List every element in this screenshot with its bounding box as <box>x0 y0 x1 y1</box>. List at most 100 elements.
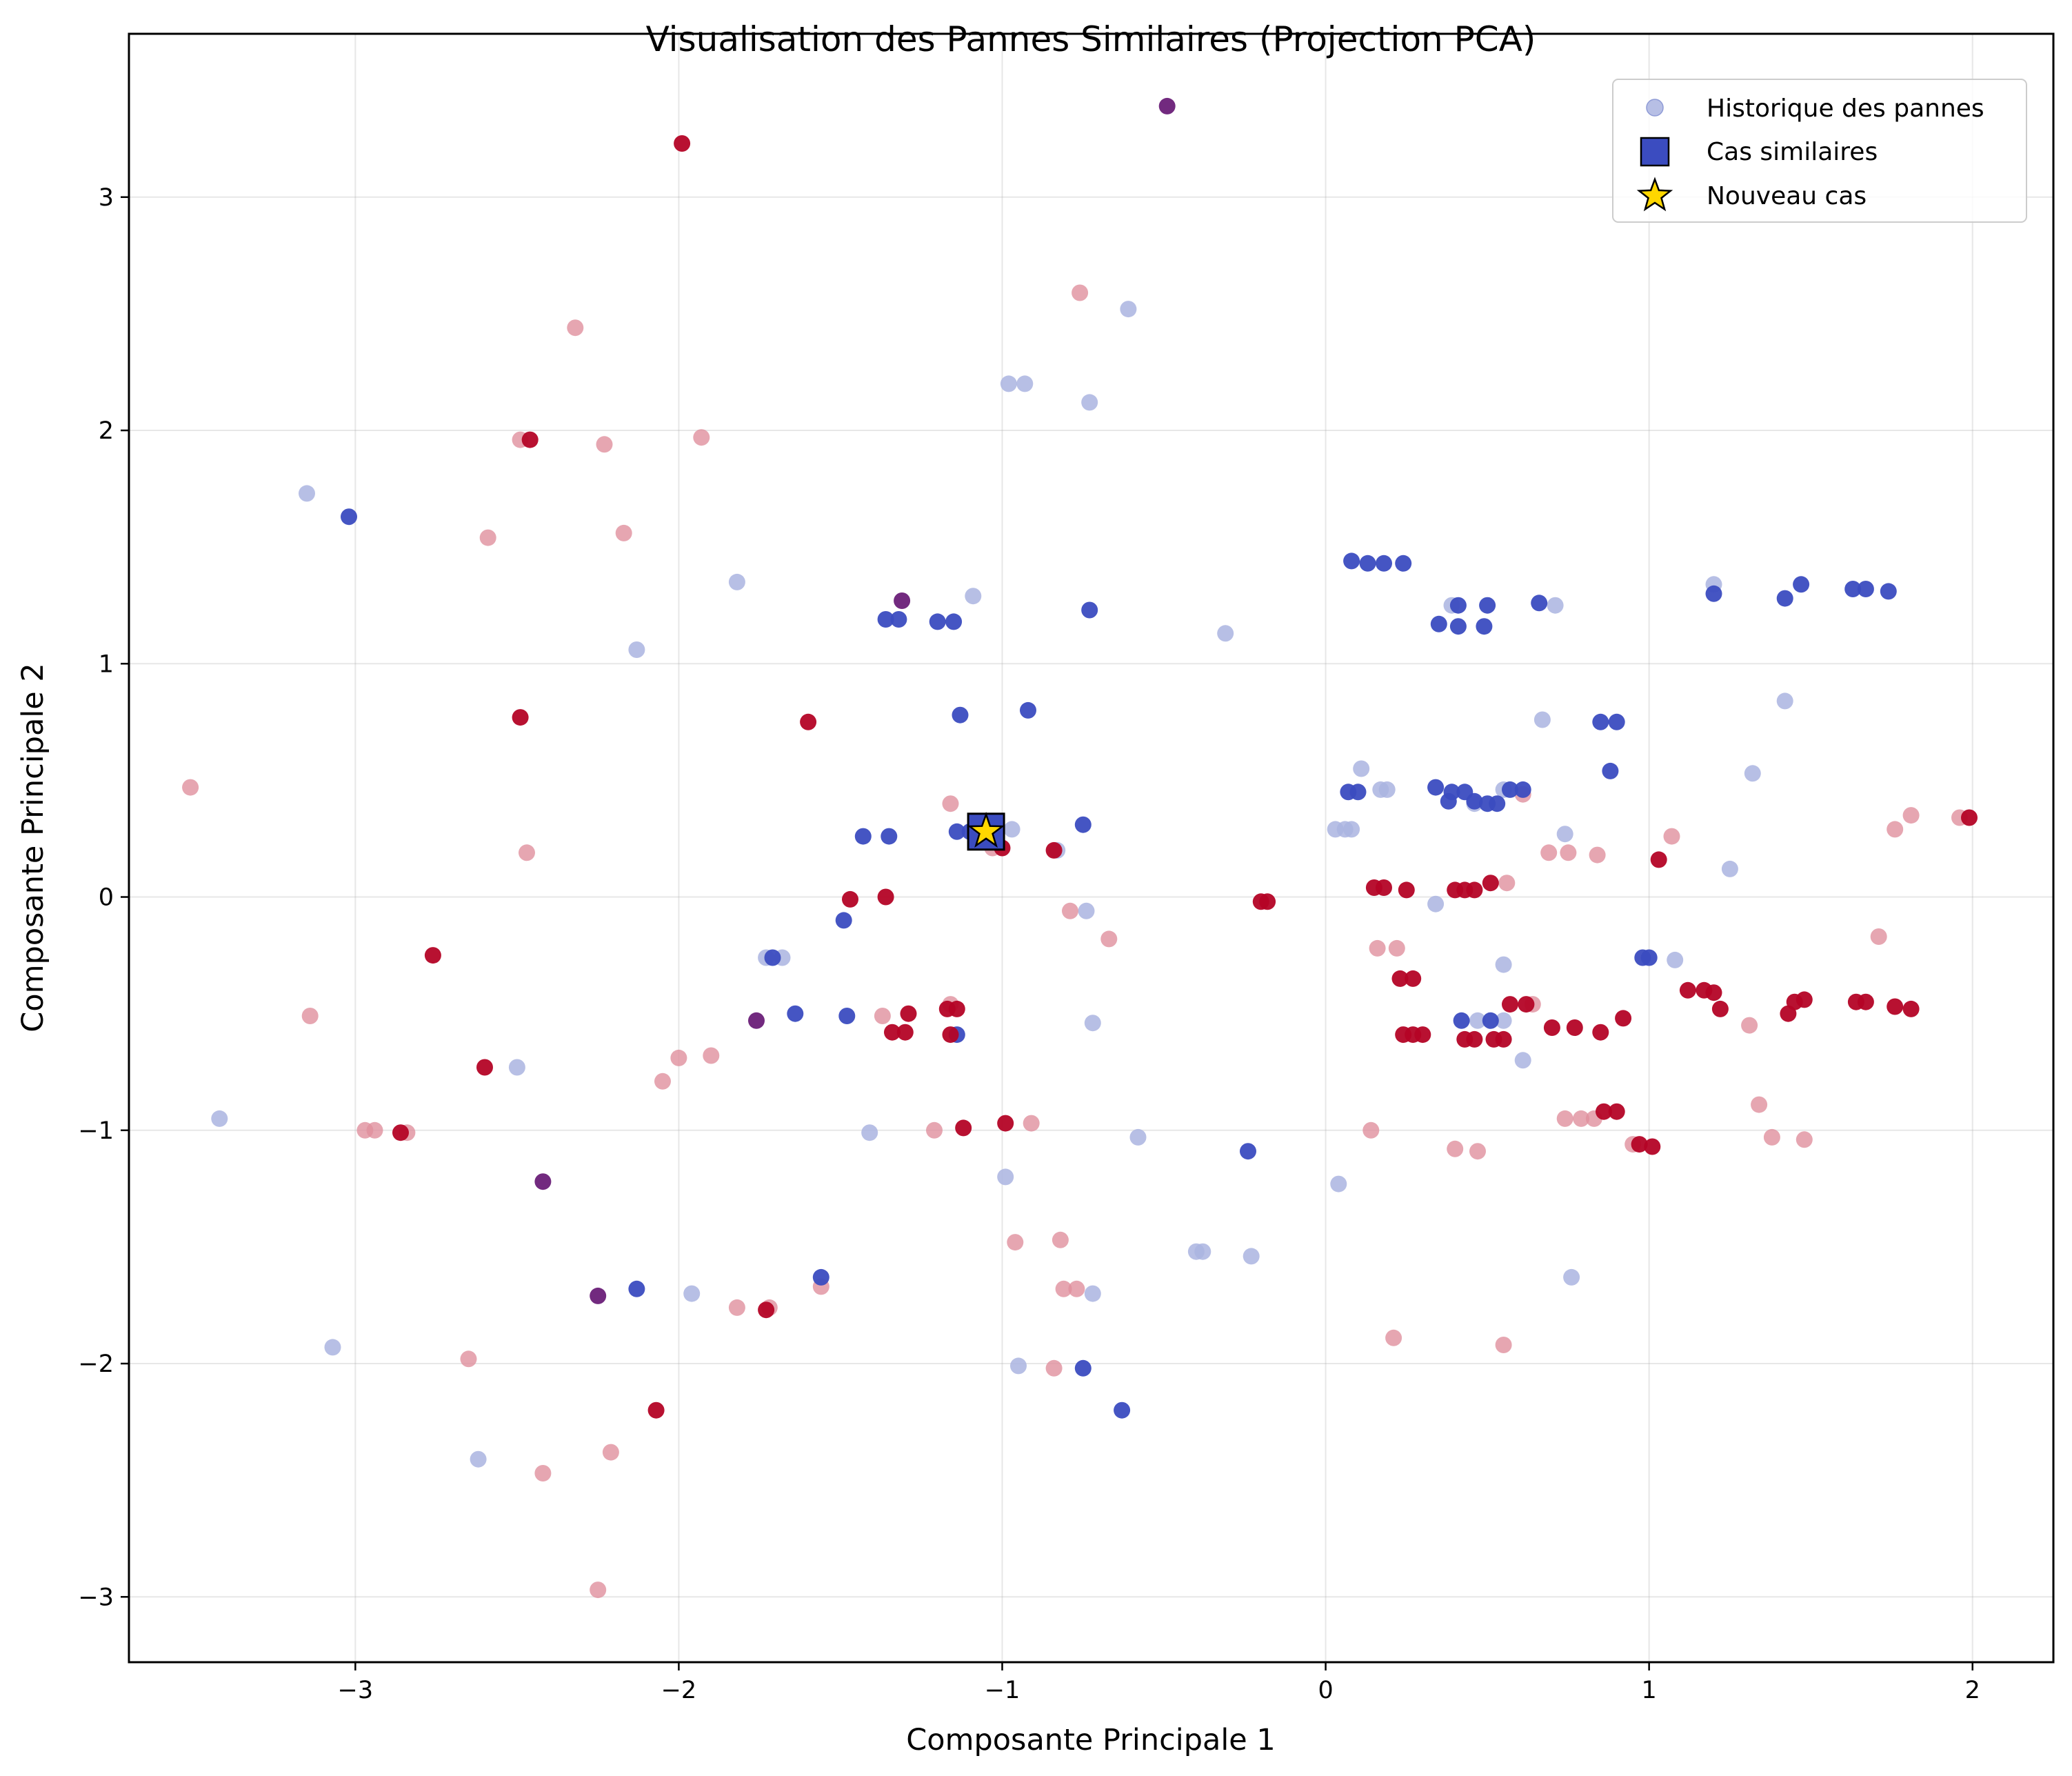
data-point <box>728 1299 745 1316</box>
x-tick-label: 0 <box>1318 1677 1333 1704</box>
data-point <box>861 1124 878 1141</box>
data-point <box>615 524 632 541</box>
data-point <box>1449 597 1467 614</box>
data-point <box>479 529 496 546</box>
data-point <box>1495 1337 1512 1353</box>
x-axis-label: Composante Principale 1 <box>906 1723 1276 1757</box>
data-point <box>299 485 315 502</box>
data-point <box>881 828 898 845</box>
data-point <box>948 823 965 840</box>
data-point <box>1023 1115 1040 1132</box>
data-point <box>1495 1012 1512 1029</box>
data-point <box>900 1005 917 1022</box>
legend-label-similar: Cas similaires <box>1707 138 1878 166</box>
data-point <box>508 1059 525 1076</box>
data-point <box>1055 1280 1072 1297</box>
data-point <box>519 844 535 861</box>
data-point <box>942 795 959 812</box>
legend-label-history: Historique des pannes <box>1707 94 1984 123</box>
y-tick-label: 3 <box>99 184 114 212</box>
data-point <box>955 1119 972 1137</box>
data-point <box>1449 618 1467 635</box>
data-point <box>1589 846 1606 864</box>
data-point <box>1498 875 1516 892</box>
legend-marker-history <box>1646 99 1664 117</box>
data-point <box>748 1012 765 1029</box>
data-point <box>1563 1268 1580 1286</box>
data-point <box>1074 1359 1092 1377</box>
data-point <box>1763 1128 1780 1146</box>
data-point <box>1514 1052 1531 1069</box>
data-point <box>1016 375 1034 392</box>
data-point <box>1084 1015 1101 1032</box>
data-point <box>1776 590 1793 607</box>
data-point <box>874 1008 891 1024</box>
data-point <box>1078 902 1095 919</box>
data-point <box>703 1047 720 1064</box>
data-point <box>470 1450 487 1468</box>
data-point <box>1391 970 1409 987</box>
data-point <box>1081 394 1098 411</box>
data-point <box>1608 1103 1625 1120</box>
data-point <box>1514 781 1531 798</box>
data-point <box>1844 581 1862 597</box>
y-tick-label: 0 <box>99 884 114 912</box>
data-point <box>1857 581 1874 597</box>
data-point <box>877 611 894 628</box>
data-point <box>1427 895 1445 912</box>
data-point <box>1453 1012 1470 1029</box>
data-point <box>854 828 872 845</box>
data-point <box>460 1350 477 1368</box>
data-point <box>596 436 613 453</box>
data-point <box>1518 996 1535 1013</box>
data-point <box>1362 1121 1380 1139</box>
data-point <box>1573 1110 1590 1127</box>
data-point <box>1961 809 1978 826</box>
data-point <box>1430 615 1447 632</box>
data-point <box>1705 585 1722 602</box>
data-point <box>1259 893 1276 910</box>
y-tick-label: −2 <box>78 1350 114 1378</box>
data-point <box>683 1285 701 1302</box>
data-point <box>758 1301 775 1319</box>
data-point <box>1476 618 1493 635</box>
data-point <box>1560 844 1577 861</box>
data-point <box>670 1049 687 1066</box>
data-point <box>1045 1359 1063 1377</box>
data-point <box>1062 902 1078 919</box>
data-point <box>1489 795 1506 812</box>
data-point <box>512 709 529 726</box>
data-point <box>654 1072 671 1090</box>
data-point <box>1129 1128 1147 1146</box>
data-point <box>647 1401 665 1419</box>
data-point <box>1902 1000 1920 1017</box>
data-point <box>1072 284 1089 301</box>
data-point <box>1705 984 1722 1001</box>
data-point <box>884 1024 901 1041</box>
data-point <box>877 888 894 906</box>
data-point <box>1531 595 1548 612</box>
data-point <box>1466 1030 1483 1048</box>
data-point <box>842 890 858 908</box>
data-point <box>1414 1026 1431 1044</box>
data-point <box>1857 993 1874 1010</box>
data-point <box>890 611 907 628</box>
data-point <box>1596 1103 1612 1120</box>
data-point <box>1074 816 1092 833</box>
data-point <box>521 431 539 448</box>
data-point <box>1741 1017 1758 1034</box>
chart-title: Visualisation des Pannes Similaires (Pro… <box>646 19 1536 59</box>
data-point <box>1796 991 1813 1008</box>
data-point <box>1495 956 1512 973</box>
data-point <box>1343 552 1360 570</box>
legend-marker-star-icon <box>1636 177 1673 212</box>
data-point <box>1796 1131 1813 1148</box>
data-point <box>1540 844 1558 861</box>
data-point <box>1330 1175 1347 1193</box>
y-tick-label: −1 <box>78 1117 114 1145</box>
legend-box <box>1612 79 2027 223</box>
data-point <box>1349 784 1367 801</box>
data-point <box>894 592 911 609</box>
data-point <box>590 1287 607 1304</box>
